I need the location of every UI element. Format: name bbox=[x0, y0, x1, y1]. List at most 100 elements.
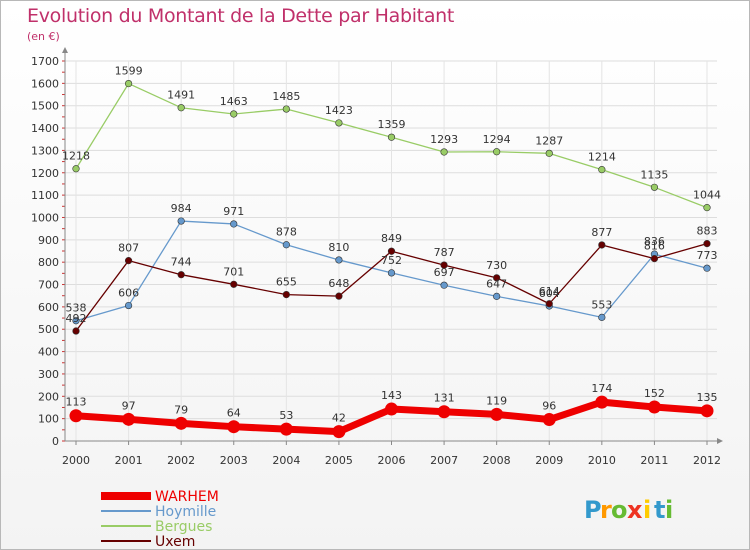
data-label: 97 bbox=[122, 399, 136, 412]
data-point bbox=[703, 264, 711, 272]
data-point bbox=[493, 148, 501, 156]
y-tick-label: 100 bbox=[38, 413, 59, 426]
logo-letter: o bbox=[611, 496, 628, 524]
data-label: 492 bbox=[66, 312, 87, 325]
data-point bbox=[542, 413, 556, 427]
data-label: 883 bbox=[697, 225, 718, 238]
data-point bbox=[490, 407, 504, 421]
data-point bbox=[230, 110, 238, 118]
logo-letter: i bbox=[643, 496, 651, 524]
data-label: 752 bbox=[381, 254, 402, 267]
data-label: 1293 bbox=[430, 133, 458, 146]
data-label: 878 bbox=[276, 226, 297, 239]
data-label: 849 bbox=[381, 232, 402, 245]
data-point bbox=[174, 416, 188, 430]
data-point bbox=[177, 217, 185, 225]
y-tick-label: 1400 bbox=[31, 122, 59, 135]
proxiti-logo: Pr o x i t i bbox=[584, 496, 673, 524]
data-point bbox=[230, 280, 238, 288]
y-tick-label: 1000 bbox=[31, 211, 59, 224]
data-label: 816 bbox=[644, 240, 665, 253]
data-point bbox=[282, 241, 290, 249]
x-tick-label: 2012 bbox=[693, 454, 721, 467]
y-tick-label: 0 bbox=[52, 435, 59, 448]
data-point bbox=[69, 409, 83, 423]
logo-letter: t bbox=[654, 496, 665, 524]
x-tick-label: 2011 bbox=[640, 454, 668, 467]
x-tick-label: 2001 bbox=[115, 454, 143, 467]
data-point bbox=[387, 247, 396, 255]
data-point bbox=[335, 256, 343, 264]
data-label: 64 bbox=[227, 407, 241, 420]
y-tick-label: 800 bbox=[38, 256, 59, 269]
data-label: 96 bbox=[542, 400, 556, 413]
data-label: 1491 bbox=[167, 89, 195, 102]
data-point bbox=[493, 274, 501, 282]
data-point bbox=[227, 420, 241, 434]
logo-letter: i bbox=[665, 496, 673, 524]
data-point bbox=[440, 148, 448, 156]
data-label: 604 bbox=[539, 287, 560, 300]
data-point bbox=[440, 281, 448, 289]
data-label: 655 bbox=[276, 276, 297, 289]
legend-label-uxem: Uxem bbox=[155, 534, 195, 549]
data-label: 971 bbox=[223, 205, 244, 218]
data-label: 1287 bbox=[535, 134, 563, 147]
data-label: 787 bbox=[434, 246, 455, 259]
data-label: 1218 bbox=[62, 150, 90, 163]
data-point bbox=[595, 395, 609, 409]
data-label: 648 bbox=[328, 277, 349, 290]
x-tick-label: 2006 bbox=[378, 454, 406, 467]
data-label: 701 bbox=[223, 265, 244, 278]
data-point bbox=[72, 165, 80, 173]
y-tick-label: 600 bbox=[38, 301, 59, 314]
y-tick-label: 1200 bbox=[31, 167, 59, 180]
data-label: 807 bbox=[118, 242, 139, 255]
y-tick-label: 400 bbox=[38, 346, 59, 359]
data-point bbox=[332, 425, 346, 439]
axes: 0 100 200 300 400 500 600 700 800 900 1000 1100 1200… bbox=[31, 47, 723, 467]
y-tick-label: 300 bbox=[38, 368, 59, 381]
x-tick-label: 2005 bbox=[325, 454, 353, 467]
x-tick-label: 2010 bbox=[588, 454, 616, 467]
data-point bbox=[124, 257, 133, 265]
data-point bbox=[703, 204, 711, 212]
data-label: 143 bbox=[381, 389, 402, 402]
data-point bbox=[385, 402, 398, 416]
data-labels: 1218 1599 1491 1463 1485 1423 1359 1293 1294 1287… bbox=[62, 65, 721, 425]
chart-subtitle: (en €) bbox=[27, 30, 60, 43]
data-point bbox=[598, 241, 606, 249]
data-point bbox=[650, 255, 659, 263]
data-point bbox=[230, 220, 238, 228]
logo-letter: r bbox=[600, 496, 612, 524]
data-point bbox=[598, 166, 606, 174]
legend-label-hoymille: Hoymille bbox=[155, 504, 216, 520]
data-label: 538 bbox=[66, 302, 87, 315]
data-point bbox=[650, 183, 659, 191]
data-label: 1485 bbox=[272, 90, 300, 103]
legend-label-bergues: Bergues bbox=[155, 519, 212, 535]
data-label: 53 bbox=[279, 409, 293, 422]
data-point bbox=[703, 240, 711, 248]
data-label: 730 bbox=[486, 259, 507, 272]
data-point bbox=[335, 292, 343, 300]
logo-letter: P bbox=[584, 496, 602, 524]
data-point bbox=[122, 412, 136, 426]
x-axis-arrow bbox=[717, 438, 723, 444]
y-tick-label: 1100 bbox=[31, 189, 59, 202]
legend-label-warhem: WARHEM bbox=[155, 489, 219, 505]
data-point bbox=[387, 269, 396, 277]
data-label: 877 bbox=[591, 226, 612, 239]
data-label: 1214 bbox=[588, 151, 616, 164]
data-point bbox=[440, 261, 448, 269]
data-label: 1044 bbox=[693, 189, 721, 202]
logo-letter: x bbox=[627, 496, 643, 524]
data-label: 79 bbox=[174, 403, 188, 416]
data-label: 984 bbox=[171, 202, 192, 215]
data-label: 174 bbox=[591, 382, 612, 395]
x-tick-label: 2004 bbox=[272, 454, 300, 467]
x-tick-label: 2000 bbox=[62, 454, 90, 467]
data-point bbox=[72, 327, 80, 335]
